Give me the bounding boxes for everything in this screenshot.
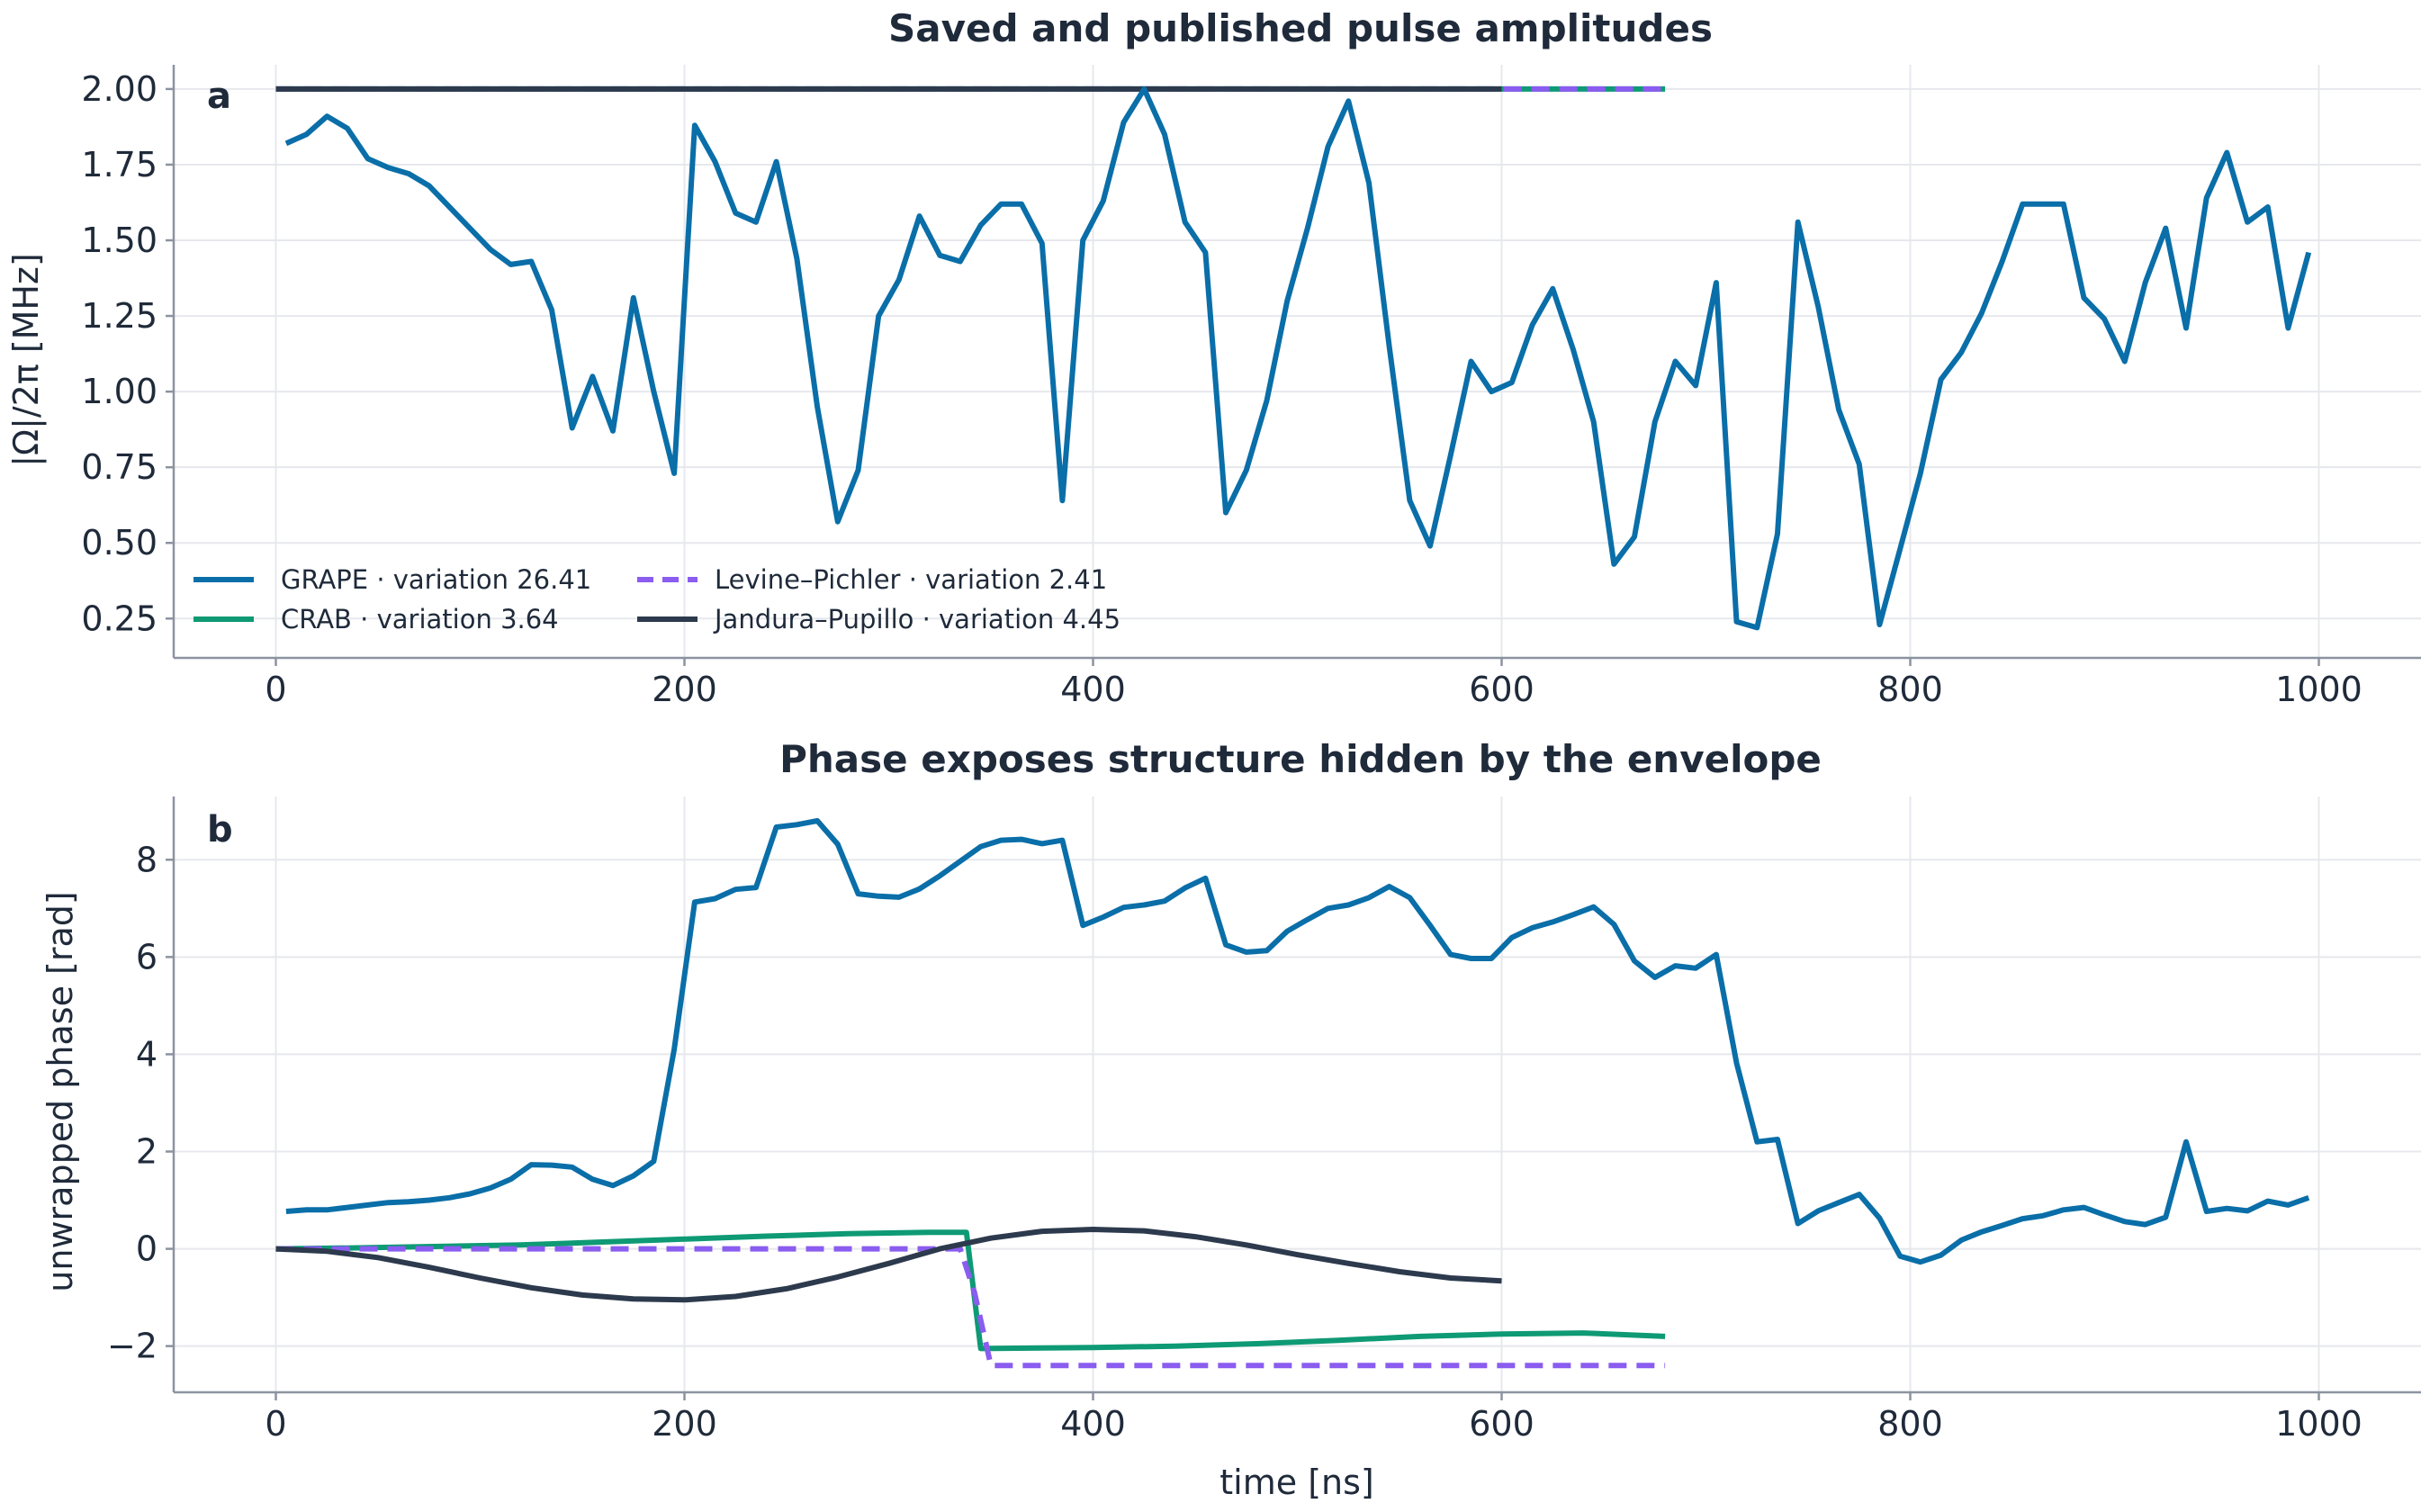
panel-a-title: Saved and published pulse amplitudes [888, 6, 1713, 50]
panel-b-y-axis-label: unwrapped phase [rad] [40, 891, 80, 1292]
y-tick-label: 1.00 [81, 372, 158, 411]
x-tick-label: 800 [1877, 670, 1943, 709]
panel-a-x-ticks: 0 200 400 600 800 1000 [265, 658, 2362, 709]
x-tick-label: 0 [265, 670, 286, 709]
x-tick-label: 600 [1469, 1404, 1534, 1444]
x-tick-label: 400 [1060, 670, 1126, 709]
legend-entry-grape: GRAPE · variation 26.41 [194, 564, 591, 595]
y-tick-label: 1.25 [81, 296, 158, 336]
series-line-crab [275, 1229, 1666, 1352]
x-tick-label: 400 [1060, 1404, 1126, 1444]
panel-b-x-ticks: 0 200 400 600 800 1000 [265, 1392, 2362, 1444]
series-line-levine–pichler [275, 1246, 1666, 1369]
y-tick-label: 1.50 [81, 220, 158, 260]
panel-b-phase: Phase exposes structure hidden by the en… [40, 737, 2421, 1502]
panel-a-amplitude: Saved and published pulse amplitudes 0 20… [6, 6, 2421, 709]
y-tick-label: 0.25 [81, 598, 158, 638]
y-tick-label: 6 [136, 937, 158, 976]
y-tick-label: 2 [136, 1131, 158, 1171]
x-tick-label: 1000 [2275, 670, 2362, 709]
panel-a-series [275, 86, 2312, 631]
y-tick-label: 4 [136, 1034, 158, 1074]
x-tick-label: 0 [265, 1404, 286, 1444]
y-tick-label: 2.00 [81, 69, 158, 109]
series-line-grape [284, 86, 2312, 631]
series-line-jandura–pupillo [275, 1227, 1502, 1303]
legend-entry-crab: CRAB · variation 3.64 [194, 604, 559, 634]
y-tick-label: 1.75 [81, 145, 158, 184]
panel-b-title: Phase exposes structure hidden by the en… [779, 737, 1822, 781]
y-tick-label: 0 [136, 1229, 158, 1269]
legend-label-jandura-pupillo: Jandura–Pupillo · variation 4.45 [713, 604, 1120, 634]
legend-label-crab: CRAB · variation 3.64 [281, 604, 559, 634]
legend-entry-jandura-pupillo: Jandura–Pupillo · variation 4.45 [637, 604, 1120, 634]
panel-b-grid [174, 796, 2421, 1392]
legend-entry-levine-pichler: Levine–Pichler · variation 2.41 [637, 564, 1107, 595]
panel-b-x-axis-label: time [ns] [1220, 1462, 1373, 1502]
legend: GRAPE · variation 26.41 CRAB · variation… [194, 564, 1120, 634]
x-tick-label: 800 [1877, 1404, 1943, 1444]
panel-b-series [275, 818, 2310, 1369]
x-tick-label: 600 [1469, 670, 1534, 709]
legend-label-levine-pichler: Levine–Pichler · variation 2.41 [715, 564, 1107, 595]
y-tick-label: 8 [136, 840, 158, 879]
panel-a-letter: a [207, 76, 231, 117]
panel-b-y-ticks: −2 0 2 4 6 8 [107, 840, 174, 1366]
x-tick-label: 200 [652, 1404, 717, 1444]
panel-a-y-ticks: 0.25 0.50 0.75 1.00 1.25 1.50 1.75 2.00 [81, 69, 174, 638]
panel-b-letter: b [207, 809, 233, 850]
legend-label-grape: GRAPE · variation 26.41 [281, 564, 591, 595]
y-tick-label: −2 [107, 1327, 158, 1366]
x-tick-label: 1000 [2275, 1404, 2362, 1444]
y-tick-label: 0.50 [81, 523, 158, 562]
y-tick-label: 0.75 [81, 447, 158, 487]
panel-a-y-axis-label: |Ω|/2π [MHz] [6, 253, 47, 467]
series-line-grape [285, 818, 2310, 1265]
x-tick-label: 200 [652, 670, 717, 709]
